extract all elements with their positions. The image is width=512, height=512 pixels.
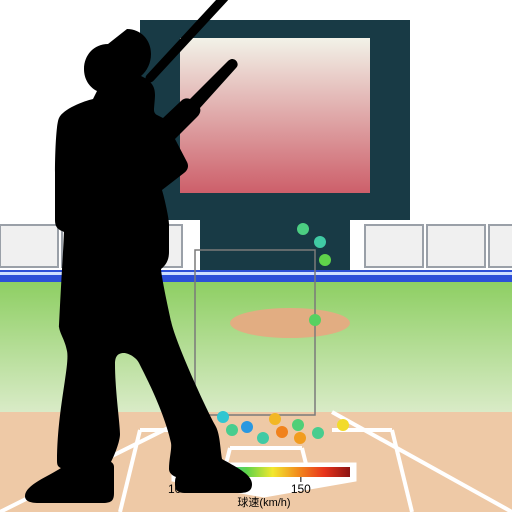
pitch-marker bbox=[276, 426, 288, 438]
pitch-marker bbox=[226, 424, 238, 436]
stand-panel bbox=[427, 225, 485, 267]
pitch-marker bbox=[312, 427, 324, 439]
stand-panel bbox=[365, 225, 423, 267]
stand-panel bbox=[0, 225, 58, 267]
stand-panel bbox=[489, 225, 512, 267]
pitch-marker bbox=[257, 432, 269, 444]
svg-text:球速(km/h): 球速(km/h) bbox=[237, 495, 290, 509]
pitchers-mound bbox=[230, 308, 350, 338]
pitch-marker bbox=[241, 421, 253, 433]
svg-text:150: 150 bbox=[291, 482, 311, 496]
pitch-marker bbox=[217, 411, 229, 423]
pitch-marker bbox=[309, 314, 321, 326]
pitch-marker bbox=[294, 432, 306, 444]
pitch-marker bbox=[292, 419, 304, 431]
pitch-marker bbox=[297, 223, 309, 235]
pitch-marker bbox=[319, 254, 331, 266]
scoreboard-neck bbox=[200, 220, 350, 275]
pitch-marker bbox=[269, 413, 281, 425]
pitch-marker bbox=[314, 236, 326, 248]
pitch-marker bbox=[337, 419, 349, 431]
scoreboard-screen bbox=[180, 38, 370, 193]
